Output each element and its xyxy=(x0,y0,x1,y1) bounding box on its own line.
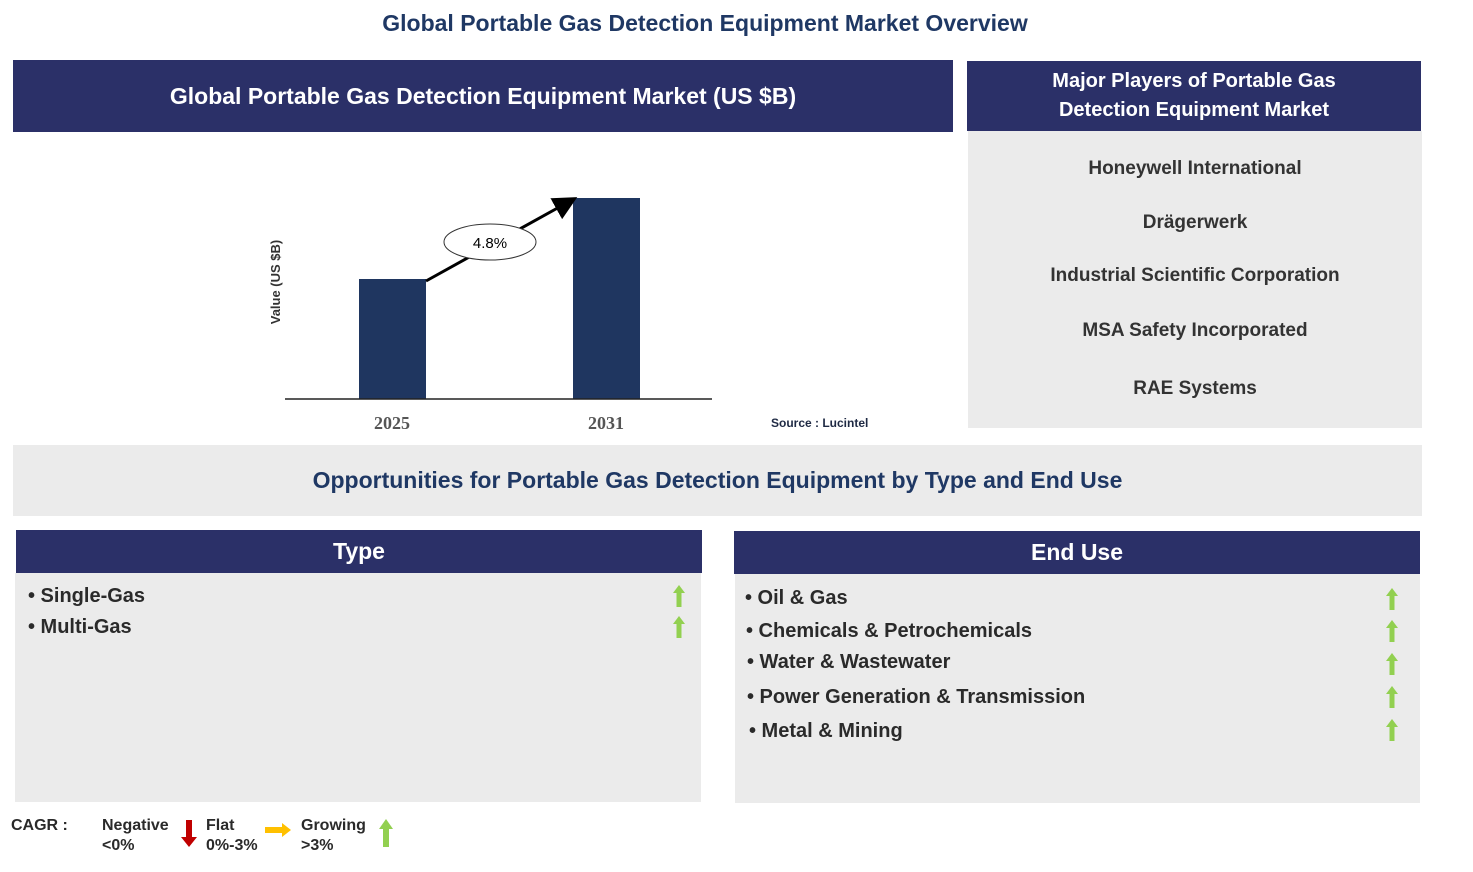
legend-negative: Negative xyxy=(102,817,169,834)
up-arrow-icon xyxy=(1386,719,1398,741)
bar-2025 xyxy=(359,279,426,399)
legend-flat: Flat xyxy=(206,817,235,834)
player-item: MSA Safety Incorporated xyxy=(1082,320,1308,341)
player-item: Drägerwerk xyxy=(1142,212,1248,233)
legend-negative-range: <0% xyxy=(102,837,135,854)
legend-growing-range: >3% xyxy=(301,837,334,854)
cagr-bubble xyxy=(443,223,537,261)
end-use-header: End Use xyxy=(734,531,1420,574)
right-arrow-icon xyxy=(265,823,291,837)
cagr-legend-label: CAGR : xyxy=(11,817,68,834)
legend-flat-range: 0%-3% xyxy=(206,837,258,854)
end-use-item: • Oil & Gas xyxy=(745,587,848,609)
end-use-item: • Chemicals & Petrochemicals xyxy=(746,620,1033,642)
up-arrow-icon xyxy=(673,616,685,638)
end-use-panel xyxy=(735,574,1420,803)
cagr-label: 4.8% xyxy=(473,235,507,252)
up-arrow-icon xyxy=(1386,686,1398,708)
up-arrow-icon xyxy=(673,585,685,607)
player-item: Industrial Scientific Corporation xyxy=(1050,265,1340,286)
up-arrow-icon xyxy=(1386,588,1398,610)
x-tick-2031: 2031 xyxy=(588,413,624,433)
type-panel xyxy=(15,573,701,802)
type-item: • Single-Gas xyxy=(28,585,146,607)
source-label: Source : Lucintel xyxy=(771,416,868,430)
end-use-item: • Water & Wastewater xyxy=(747,651,951,673)
y-axis-label: Value (US $B) xyxy=(268,240,283,325)
type-header: Type xyxy=(16,530,702,573)
down-arrow-icon xyxy=(181,820,197,847)
page-title: Global Portable Gas Detection Equipment … xyxy=(382,10,1028,36)
up-arrow-icon xyxy=(379,819,393,847)
chart-header: Global Portable Gas Detection Equipment … xyxy=(13,60,953,132)
bar-chart: Value (US $B) 2025 2031 4.8% Source : Lu… xyxy=(268,197,868,433)
players-panel xyxy=(968,131,1422,428)
player-item: Honeywell International xyxy=(1088,158,1302,179)
up-arrow-icon xyxy=(1386,653,1398,675)
opportunities-title: Opportunities for Portable Gas Detection… xyxy=(13,445,1422,516)
legend-growing: Growing xyxy=(301,817,366,834)
end-use-item: • Metal & Mining xyxy=(749,720,903,742)
x-tick-2025: 2025 xyxy=(374,413,410,433)
bar-2031 xyxy=(573,198,640,399)
up-arrow-icon xyxy=(1386,620,1398,642)
end-use-item: • Power Generation & Transmission xyxy=(747,686,1086,708)
player-item: RAE Systems xyxy=(1133,378,1257,399)
players-header: Major Players of Portable Gas Detection … xyxy=(967,61,1421,131)
type-item: • Multi-Gas xyxy=(28,616,132,638)
